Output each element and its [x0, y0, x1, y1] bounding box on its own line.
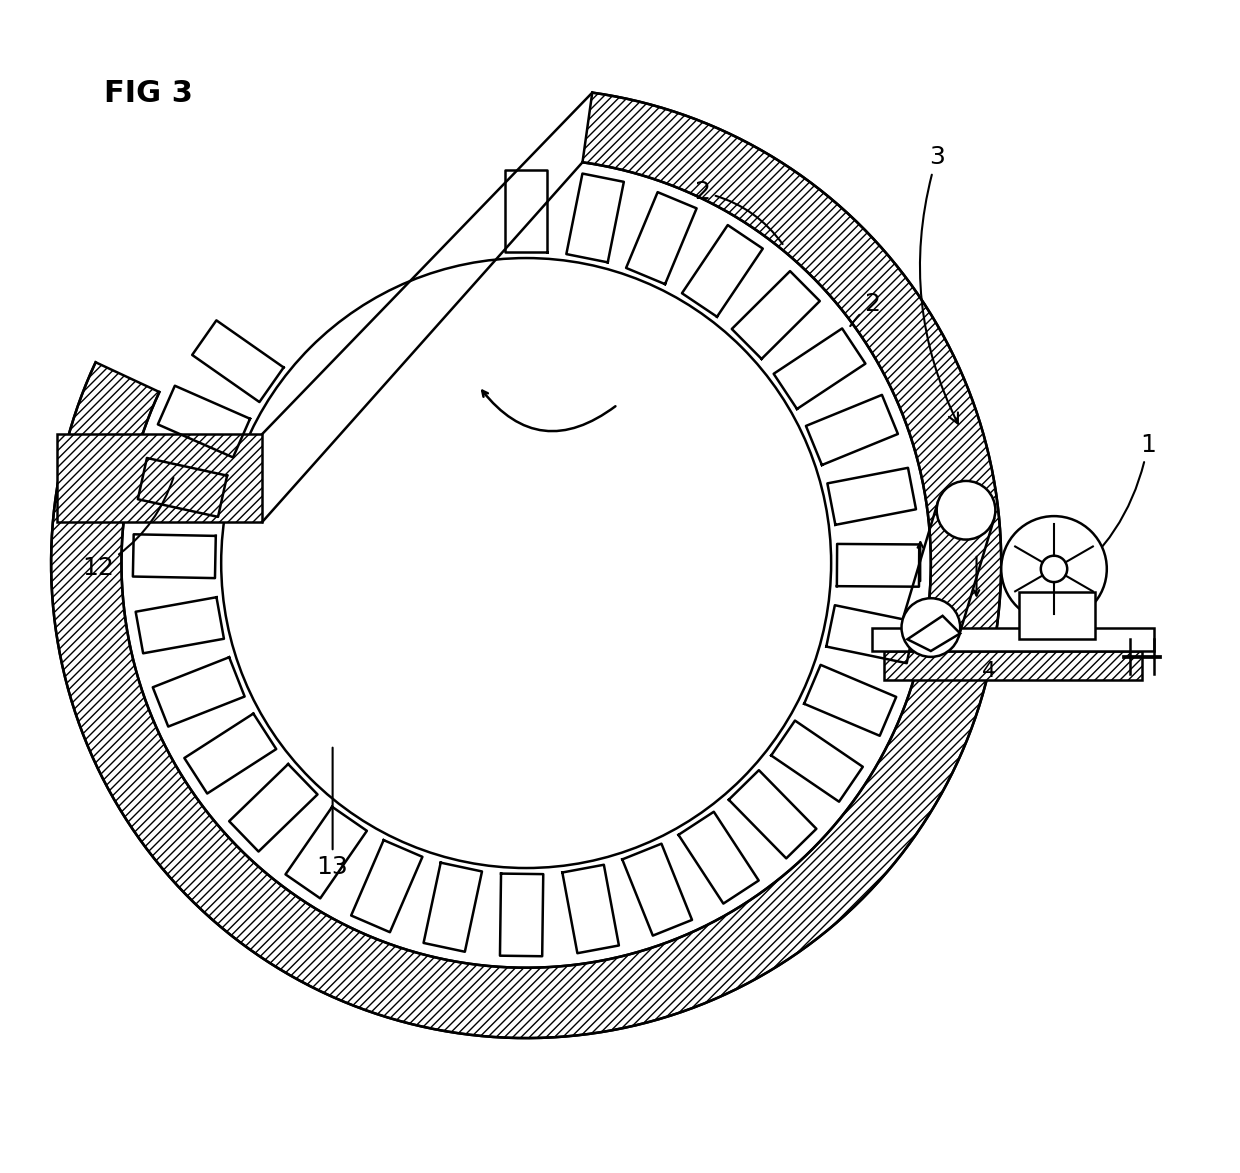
Text: 2: 2	[694, 181, 782, 244]
Polygon shape	[884, 651, 1142, 680]
Text: 1: 1	[1064, 433, 1156, 583]
Polygon shape	[908, 616, 960, 651]
Text: 13: 13	[316, 747, 348, 879]
Polygon shape	[57, 434, 262, 522]
Circle shape	[1001, 516, 1107, 622]
Text: 12: 12	[82, 477, 174, 579]
Circle shape	[936, 481, 996, 540]
Text: FIG 3: FIG 3	[104, 80, 192, 108]
Polygon shape	[1019, 592, 1095, 639]
Text: 3: 3	[920, 145, 959, 423]
Text: 4: 4	[982, 660, 997, 682]
Circle shape	[1040, 556, 1068, 582]
Polygon shape	[51, 93, 1001, 1038]
Circle shape	[901, 598, 960, 657]
Polygon shape	[872, 628, 1153, 651]
Text: 2: 2	[851, 292, 880, 326]
